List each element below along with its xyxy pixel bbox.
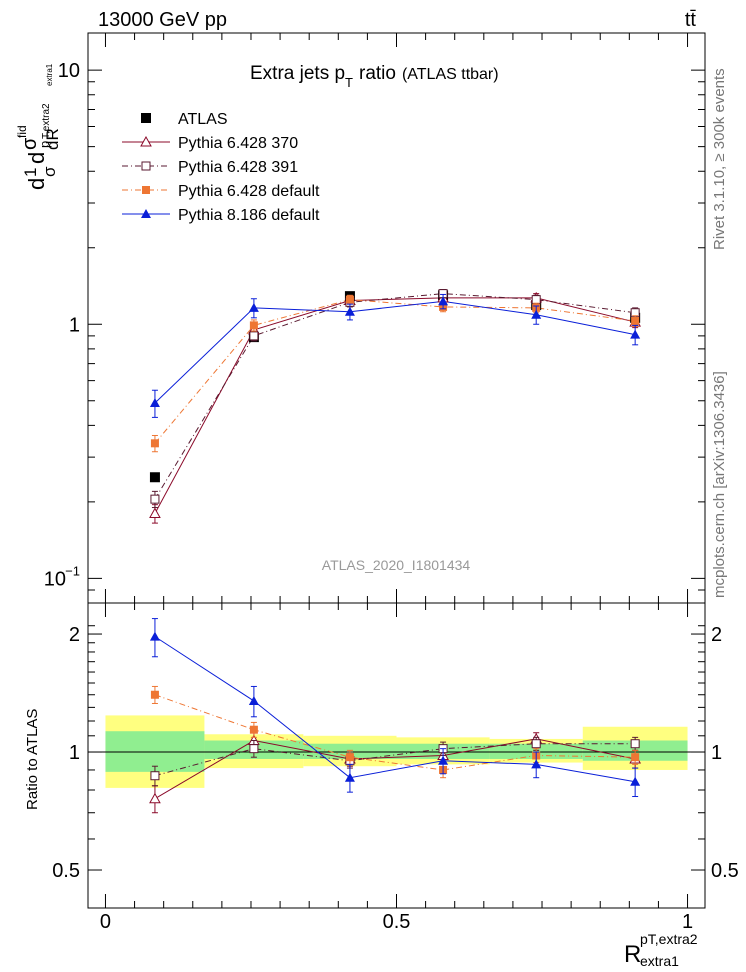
svg-text:p: p	[37, 141, 52, 148]
y-tick-label: 1	[69, 314, 80, 336]
svg-text:extra1: extra1	[640, 953, 679, 969]
svg-text:pT,extra2: pT,extra2	[640, 931, 698, 947]
series-point	[248, 302, 259, 312]
ratio-y-tick-label: 1	[711, 742, 722, 764]
legend-marker	[140, 135, 152, 147]
rivet-label: Rivet 3.1.10, ≥ 300k events	[711, 68, 728, 250]
legend-marker	[141, 209, 151, 218]
ratio-point	[149, 631, 160, 641]
ratio-series-line	[154, 694, 636, 771]
x-tick-label: 1	[682, 911, 693, 933]
x-tick-label: 0.5	[383, 911, 411, 933]
svg-text:1: 1	[21, 168, 40, 177]
legend-marker	[141, 113, 151, 123]
series-line	[154, 293, 636, 500]
ratio-point	[630, 739, 640, 749]
ratio-y-tick-label: 1	[69, 742, 80, 764]
main-series-layer	[149, 289, 642, 524]
ratio-point	[150, 771, 160, 781]
svg-text:fid: fid	[15, 125, 29, 138]
series-point	[149, 397, 160, 407]
series-point	[150, 494, 160, 504]
ratio-point	[631, 753, 640, 762]
energy-label: 13000 GeV pp	[98, 9, 227, 31]
source-label: mcplots.cern.ch [arXiv:1306.3436]	[711, 371, 728, 598]
series-point	[344, 306, 355, 316]
ratio-point	[149, 792, 161, 804]
ratio-point	[345, 753, 354, 762]
x-axis-label: R pT,extra2 extra1	[624, 931, 698, 969]
analysis-watermark: ATLAS_2020_I1801434	[322, 557, 471, 573]
legend-label: Pythia 6.428 391	[178, 159, 298, 176]
svg-text:T,extra2: T,extra2	[41, 103, 52, 139]
series-line	[154, 297, 636, 514]
ratio-point	[248, 695, 259, 705]
ratio-point	[150, 690, 159, 699]
ratio-point	[438, 755, 449, 765]
y-tick-label: 10	[58, 60, 80, 82]
ratio-uncertainty-bands	[88, 715, 705, 788]
legend-label: ATLAS	[178, 111, 228, 128]
series-point	[531, 309, 542, 319]
ratio-series-layer	[149, 618, 642, 814]
ratio-y-axis-label: Ratio to ATLAS	[24, 709, 41, 810]
ratio-y-tick-label: 0.5	[711, 860, 739, 882]
svg-text:dR: dR	[43, 128, 62, 150]
ratio-y-tick-label: 2	[711, 624, 722, 646]
series-point	[531, 295, 541, 305]
svg-text:σ: σ	[19, 137, 41, 150]
svg-text:extra1: extra1	[45, 63, 54, 86]
process-label: tt̄	[685, 9, 697, 31]
legend: ATLAS Pythia 6.428 370 Pythia 6.428 391 Pyt…	[122, 111, 320, 224]
ratio-point	[249, 725, 258, 734]
y-tick-exponent: −1	[65, 563, 80, 578]
x-tick-label: 0	[100, 911, 111, 933]
svg-text:σ: σ	[40, 166, 59, 177]
legend-marker	[142, 186, 150, 194]
series-point	[249, 321, 258, 330]
series-point	[249, 331, 259, 341]
svg-text:d: d	[24, 178, 49, 190]
series-point	[150, 439, 159, 448]
y-tick-label: 10	[44, 568, 66, 590]
legend-label: Pythia 6.428 370	[178, 135, 298, 152]
series-point	[631, 316, 640, 325]
ratio-series-line	[154, 636, 636, 783]
series-line	[154, 300, 636, 404]
chart-title: Extra jets pT ratio (ATLAS ttbar)	[250, 63, 499, 90]
ratio-y-tick-label: 2	[69, 624, 80, 646]
svg-text:d: d	[24, 152, 49, 164]
y-axis-label: d 1 σ d σ fid p T,extra2 extra1 dR	[15, 63, 62, 190]
ratio-series-line	[154, 738, 636, 800]
ratio-point	[531, 759, 542, 769]
legend-marker	[141, 161, 151, 171]
series-point	[345, 295, 354, 304]
ratio-point	[531, 739, 541, 749]
ratio-point	[249, 744, 259, 754]
ratio-axis-ticks: 0 0.5 1 0.5 0.5 1 1 2 2	[52, 603, 739, 933]
ratio-point	[630, 776, 641, 786]
svg-text:R: R	[624, 941, 641, 968]
ratio-series-line	[154, 743, 636, 777]
series-point	[149, 507, 161, 519]
series-point	[438, 296, 449, 306]
series-point	[630, 329, 641, 339]
ratio-point	[344, 772, 355, 782]
series-line	[154, 299, 636, 444]
legend-label: Pythia 6.428 default	[178, 183, 320, 200]
ratio-y-tick-label: 0.5	[52, 860, 80, 882]
data-point	[149, 472, 160, 483]
legend-label: Pythia 8.186 default	[178, 207, 320, 224]
